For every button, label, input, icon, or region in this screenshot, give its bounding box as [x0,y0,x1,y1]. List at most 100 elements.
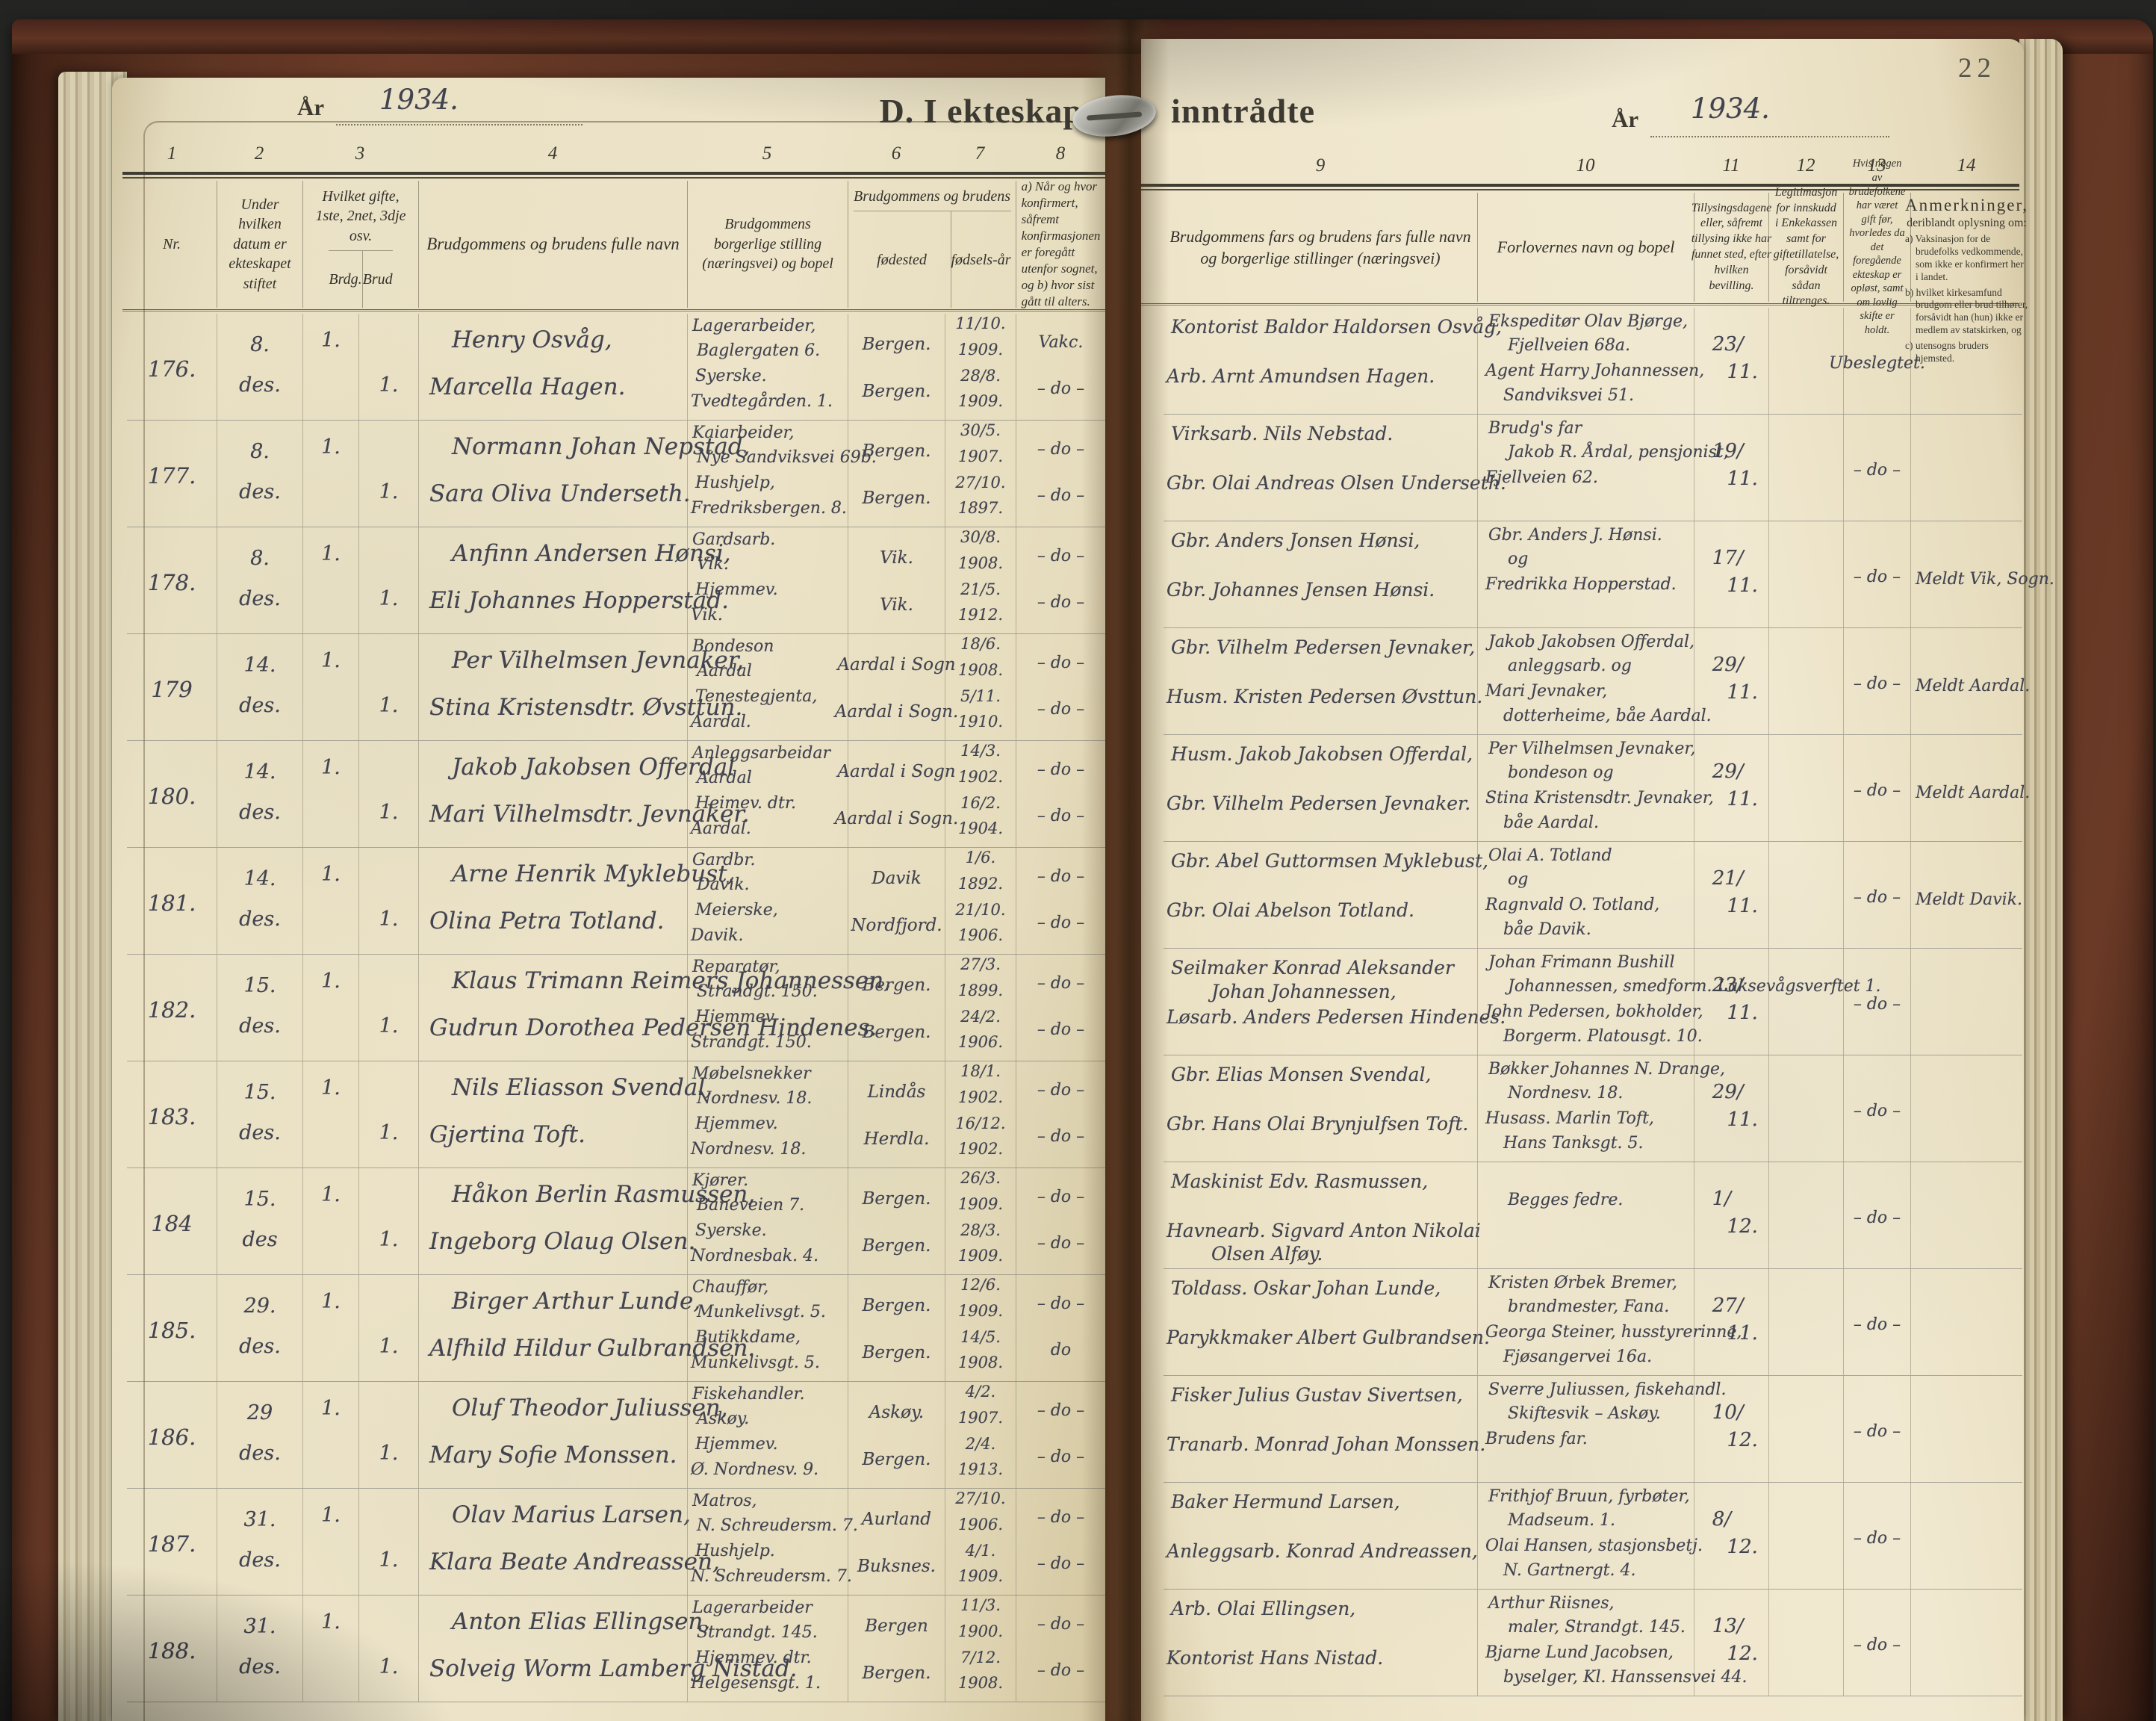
birthyear-cell: 27/10. 1906. 4/1. 1909. [945,1489,1016,1595]
groom-father: Gbr. Elias Monsen Svendal, [1171,1064,1432,1086]
wedding-date-cell: 8. des. [217,421,302,527]
wedding-day: 29 [246,1401,273,1424]
legitimation-cell [1768,1376,1843,1482]
groom-name: Nils Eliasson Svendal, [452,1074,713,1102]
wedding-month: des. [239,1548,281,1572]
bride-birthyear: 1906. [957,926,1004,945]
entry-number: 188. [147,1637,196,1663]
bride-birthyear: 1909. [957,1247,1004,1265]
entry-number-cell: 182. [127,955,217,1061]
groom-address: Baneveien 7. [697,1195,805,1215]
previous-marriage-note: – do – [1853,1102,1901,1121]
groom-birthdate: 30/8. [960,528,1001,547]
banns-cell: 23/ 11. [1694,308,1768,414]
remarks-cell [1910,1376,2022,1482]
column-number-5: 5 [762,143,772,164]
groom-address: Davik. [697,875,750,894]
confirmation-cell: – do – – do – [1016,1489,1105,1595]
groom-father: Baker Hermund Larsen, [1171,1491,1400,1513]
names-cell: Arne Henrik Myklebust, Olina Petra Totla… [418,848,734,954]
bride-marriage-number: 1. [379,1655,399,1678]
wedding-month: des. [239,800,281,824]
banns-month: 11. [1727,1002,1758,1024]
wedding-day: 29. [243,1294,276,1318]
remark: Meldt Aardal. [1916,784,2031,803]
wedding-day: 8. [250,546,270,570]
legitimation-cell [1768,949,1843,1055]
groom-birthyear: 1909. [957,1301,1004,1320]
column-number-4: 4 [547,143,558,164]
banns-day: 29/ [1712,760,1744,784]
groom-confirmation: – do – [1037,439,1085,459]
groom-birthplace: Bergen [865,1616,928,1637]
bride-marriage-number-cell: 1. [358,421,418,527]
groom-birthplace: Bergen. [862,335,931,355]
witness-line-1: Bøkker Johannes N. Drange, [1488,1059,1725,1079]
groom-birthdate: 4/2. [965,1383,996,1401]
header-col-names: Brudgommens og brudens fulle navn [418,181,687,308]
wedding-month: des. [239,1120,281,1144]
bride-birthyear: 1906. [957,1033,1004,1052]
groom-marriage-number: 1. [321,328,341,352]
confirmation-cell: – do – do [1016,1275,1105,1381]
groom-father: Maskinist Edv. Rasmussen, [1171,1170,1429,1193]
column-number-11: 11 [1722,155,1740,176]
groom-father-2: Johan Johannessen, [1211,980,1397,1002]
bride-birthdate: 28/3. [960,1221,1001,1239]
bride-marriage-number: 1. [379,373,399,397]
occupation-cell: Møbelsnekker Nordnesv. 18. Hjemmev. Nord… [687,1061,848,1168]
birthyear-cell: 18/6. 1908. 5/11. 1910. [945,634,1016,740]
groom-marriage-number-cell: 1. [302,634,358,740]
groom-marriage-number-cell: 1. [302,955,358,1061]
bride-occupation: Hjemmev. [695,1114,778,1133]
previous-marriage-cell: – do – [1843,1162,1910,1268]
previous-marriage-note: – do – [1853,1209,1901,1228]
birthplace-cell: Aurland Buksnes. [848,1489,945,1595]
birthplace-cell: Bergen. Bergen. [848,955,945,1061]
wedding-day: 31. [243,1614,276,1638]
bride-birthplace: Bergen. [862,1022,931,1042]
groom-marriage-number-cell: 1. [302,741,358,847]
previous-marriage-cell: – do – [1843,735,1910,841]
entry-number: 180. [147,783,196,809]
bride-confirmation: do [1050,1341,1072,1360]
witness-line-3: Husass. Marlin Toft, [1485,1109,1654,1129]
confirmation-cell: – do – – do – [1016,1596,1105,1702]
occupation-cell: Lagerarbeider Strandgt. 145. Hjemmev. dt… [687,1596,848,1702]
bride-marriage-number-cell: 1. [358,1061,418,1168]
groom-birthyear: 1902. [957,1088,1004,1106]
witnesses-cell: Gbr. Anders J. Hønsi. og Fredrikka Hoppe… [1477,521,1694,627]
birthplace-cell: Aardal i Sogn Aardal i Sogn. [835,634,958,740]
wedding-day: 15. [243,973,276,997]
occupation-cell: Gardsarb. Vik. Hjemmev. Vik. [687,527,848,633]
bride-confirmation: – do – [1037,1234,1085,1253]
occupation-cell: Reparatør, Strandgt. 150. Hjemmev. Stran… [687,955,848,1061]
left-page: År 1934. 1 2 3 4 5 6 7 8 Nr. Under hvilk… [112,78,1108,1721]
birthplace-cell: Bergen. Bergen. [848,421,945,527]
bride-address: Strandgt. 150. [691,1033,812,1052]
groom-birthyear: 1909. [957,1194,1004,1213]
bride-birthdate: 2/4. [965,1435,996,1453]
year-label: År [1612,106,1639,132]
groom-occupation: Anleggsarbeidar [692,744,831,763]
bride-birthdate: 4/1. [965,1542,996,1560]
groom-address: Askøy. [697,1409,750,1428]
wedding-day: 31. [243,1507,276,1531]
names-cell: Olav Marius Larsen, Klara Beate Andreass… [418,1489,720,1595]
groom-marriage-number-cell: 1. [302,527,358,633]
groom-confirmation: Vakc. [1038,332,1084,352]
witnesses-cell: Jakob Jakobsen Offerdal, anleggsarb. og … [1477,628,1712,734]
bride-occupation: Heimev. dtr. [695,794,796,813]
banns-month: 11. [1727,788,1758,810]
header-col-previous-marriage: Hvis nogen av brudefolkene har været gif… [1843,158,1910,336]
banns-month: 11. [1727,1108,1758,1131]
bride-birthyear: 1902. [957,1140,1004,1159]
previous-marriage-cell: – do – [1843,1055,1910,1162]
groom-address: Vik. [697,554,729,574]
register-body-left: 176. 8. des. 1. 1. Henry Osvåg, Marcella… [127,314,1105,1702]
wedding-month: des. [239,586,281,610]
previous-marriage-cell: Ubeslegtet. [1829,308,1925,414]
entry-number-cell: 188. [127,1596,217,1702]
bride-father: Husm. Kristen Pedersen Øvsttun. [1166,685,1483,707]
birthyear-cell: 1/6. 1892. 21/10. 1906. [945,848,1016,954]
